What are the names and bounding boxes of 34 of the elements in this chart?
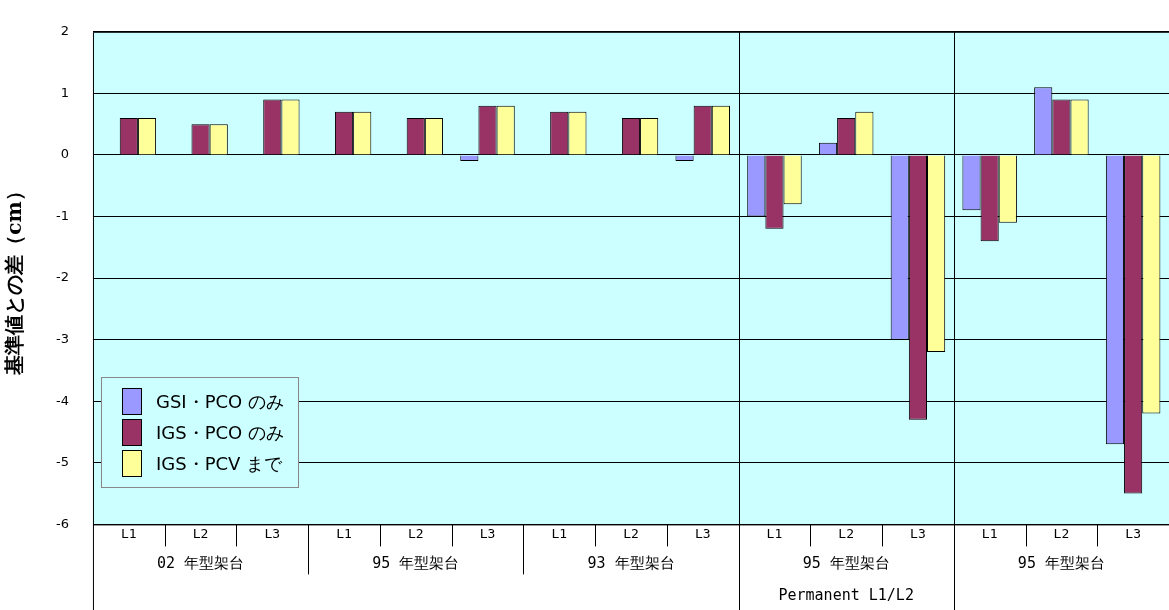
y-axis-title: 基準値との差（cm） xyxy=(2,181,27,376)
x-tick-label: L3 xyxy=(479,525,496,541)
x-tick-label: L1 xyxy=(336,525,352,541)
x-tick-label: L2 xyxy=(623,525,639,541)
x-tick-label: L3 xyxy=(1125,525,1141,541)
text: Permanent L1/L2 xyxy=(778,586,914,605)
y-tick-label: -5 xyxy=(55,454,69,470)
y-tick-label: 1 xyxy=(60,84,69,100)
text: 93 年型架台 xyxy=(587,554,675,573)
text: 95 年型架台 xyxy=(372,554,460,573)
x-tick-label: L2 xyxy=(407,525,424,541)
y-tick-label: -2 xyxy=(55,269,69,285)
text: 95 年型架台 xyxy=(802,554,890,573)
x-tick-label: L1 xyxy=(981,525,998,541)
y-tick-label: -3 xyxy=(55,331,69,347)
x-tick-label: L1 xyxy=(766,525,783,541)
x-tick-label: L3 xyxy=(694,525,711,541)
x-tick-label: L2 xyxy=(838,525,855,541)
text: 95 年型架台 xyxy=(1017,554,1105,573)
legend-label: IGS・PCV まで xyxy=(156,451,283,476)
y-tick-label: -6 xyxy=(55,515,69,531)
y-tick-label: -4 xyxy=(55,392,69,408)
x-tick-label: L1 xyxy=(551,525,568,541)
x-tick-label: L1 xyxy=(121,525,137,541)
legend-label: IGS・PCO のみ xyxy=(156,420,284,445)
y-tick-label: 2 xyxy=(60,23,69,39)
x-tick-label: L3 xyxy=(264,525,281,541)
y-tick-label: -1 xyxy=(55,207,69,223)
text: 02 年型架台 xyxy=(157,554,245,573)
x-tick-label: L3 xyxy=(910,525,926,541)
x-tick-label: L2 xyxy=(192,525,209,541)
legend-label: GSI・PCO のみ xyxy=(156,389,284,414)
y-tick-label: 0 xyxy=(60,146,69,162)
x-tick-label: L2 xyxy=(1053,525,1070,541)
